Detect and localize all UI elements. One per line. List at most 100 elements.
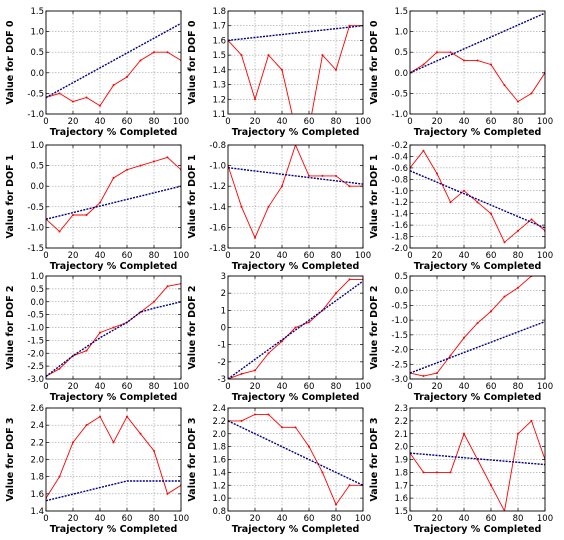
- x-axis-label: Trajectory % Completed: [50, 392, 178, 403]
- data-point: [112, 441, 115, 444]
- y-tick-label: 0.0: [30, 182, 44, 192]
- data-point: [153, 51, 155, 54]
- x-tick-label: 40: [277, 382, 288, 392]
- x-axis-label: Trajectory % Completed: [50, 127, 178, 138]
- data-point: [254, 413, 256, 416]
- data-point: [254, 98, 256, 101]
- x-tick-label: 100: [355, 382, 371, 392]
- subplot-9: 0 20 40 60 80 100 -3.0 -2.5 -2.0 -1.5 -1.0 -0.5 0.0 0…: [369, 272, 553, 403]
- data-point: [348, 24, 351, 27]
- data-point: [490, 63, 492, 66]
- data-point: [240, 419, 243, 422]
- trend-line: [228, 420, 363, 486]
- x-tick-label: 20: [250, 117, 261, 127]
- trend-line: [410, 452, 545, 466]
- plot-area: [46, 145, 181, 248]
- y-axis-label: Value for DOF 3: [369, 417, 380, 501]
- data-point: [139, 164, 142, 167]
- x-axis-label: Trajectory % Completed: [232, 392, 360, 403]
- data-point: [449, 51, 452, 54]
- data-point: [99, 415, 101, 418]
- y-tick-label: 0.0: [394, 69, 408, 79]
- y-tick-label: -1.0: [27, 223, 44, 233]
- y-tick-label: 1.9: [394, 456, 408, 466]
- data-point: [463, 59, 465, 62]
- data-point: [72, 441, 74, 444]
- x-tick-label: 0: [43, 251, 48, 261]
- data-point: [240, 54, 243, 57]
- subplot-2: 0 20 40 60 80 100 1.1 1.2 1.3 1.4 1.5 1.6 1.7 1.8 Traj…: [187, 7, 371, 138]
- data-point: [348, 484, 351, 487]
- y-tick-label: 1.0: [30, 28, 44, 38]
- data-point: [321, 471, 324, 474]
- x-tick-label: 20: [250, 514, 261, 524]
- x-tick-label: 40: [95, 251, 106, 261]
- data-point: [490, 212, 492, 215]
- y-axis-label: Value for DOF 0: [5, 20, 16, 104]
- x-axis-label: Trajectory % Completed: [232, 127, 360, 138]
- subplot-6: 0 20 40 60 80 100 -2.0-1.8 -1.6-1.4 -1.2-1.0 -0.8…: [369, 141, 553, 272]
- x-tick-label: 0: [407, 382, 412, 392]
- y-tick-label: 1.8: [212, 443, 226, 453]
- x-tick-label: 80: [331, 251, 342, 261]
- data-point: [503, 295, 506, 298]
- data-point: [240, 372, 243, 375]
- data-point: [503, 84, 506, 87]
- data-point: [436, 51, 438, 54]
- y-tick-label: 2.4: [30, 421, 44, 431]
- trend-line: [410, 170, 545, 229]
- data-point: [112, 326, 115, 329]
- plot-area: [46, 11, 181, 114]
- data-point: [476, 201, 479, 204]
- data-point: [294, 426, 297, 429]
- x-tick-label: 20: [68, 117, 79, 127]
- y-tick-label: 2.0: [212, 430, 226, 440]
- data-point: [308, 174, 310, 177]
- y-tick-label: 1.6: [394, 494, 408, 504]
- x-tick-label: 20: [250, 251, 261, 261]
- x-tick-label: 20: [432, 117, 443, 127]
- y-tick-label: -1.6: [209, 223, 226, 233]
- data-point: [267, 54, 270, 57]
- y-tick-label: -1: [218, 341, 226, 351]
- data-point: [166, 285, 169, 288]
- x-tick-label: 40: [95, 382, 106, 392]
- y-tick-label: 1.2: [212, 95, 226, 105]
- data-point: [72, 214, 74, 217]
- x-tick-label: 20: [432, 514, 443, 524]
- x-tick-label: 60: [486, 514, 497, 524]
- y-tick-label: 2.4: [212, 404, 226, 414]
- x-tick-label: 100: [355, 117, 371, 127]
- subplot-4: 0 20 40 60 80 100 -1.5 -1.0 -0.5 0.0 0.5 1.0 Traject…: [5, 141, 189, 272]
- y-tick-label: 2.2: [394, 417, 408, 427]
- axes-frame: [409, 144, 546, 249]
- axes-frame: [227, 10, 364, 115]
- y-tick-label: 1.0: [394, 28, 408, 38]
- x-tick-label: 80: [513, 251, 524, 261]
- axes-frame: [409, 275, 546, 380]
- y-tick-label: 3: [221, 272, 226, 282]
- series-group: [46, 156, 181, 233]
- y-tick-label: -1.0: [27, 110, 44, 120]
- y-tick-label: 2: [221, 289, 226, 299]
- y-tick-label: 1.5: [30, 7, 44, 17]
- plot-area: [228, 145, 363, 248]
- series-group: [46, 22, 181, 107]
- x-tick-label: 0: [225, 382, 230, 392]
- data-point: [267, 205, 270, 208]
- x-tick-label: 100: [537, 382, 553, 392]
- y-tick-label: 0.0: [30, 298, 44, 308]
- y-tick-label: -2.5: [27, 362, 44, 372]
- x-tick-label: 0: [43, 117, 48, 127]
- y-tick-label: -0.5: [391, 301, 408, 311]
- x-tick-label: 40: [277, 117, 288, 127]
- y-tick-label: -0.6: [391, 164, 408, 174]
- series-group: [410, 419, 545, 511]
- x-tick-label: 20: [432, 251, 443, 261]
- data-point: [308, 445, 310, 448]
- x-tick-label: 0: [43, 382, 48, 392]
- x-tick-label: 60: [122, 251, 133, 261]
- x-tick-label: 40: [459, 251, 470, 261]
- data-point: [267, 413, 270, 416]
- y-tick-label: -2.0: [27, 349, 44, 359]
